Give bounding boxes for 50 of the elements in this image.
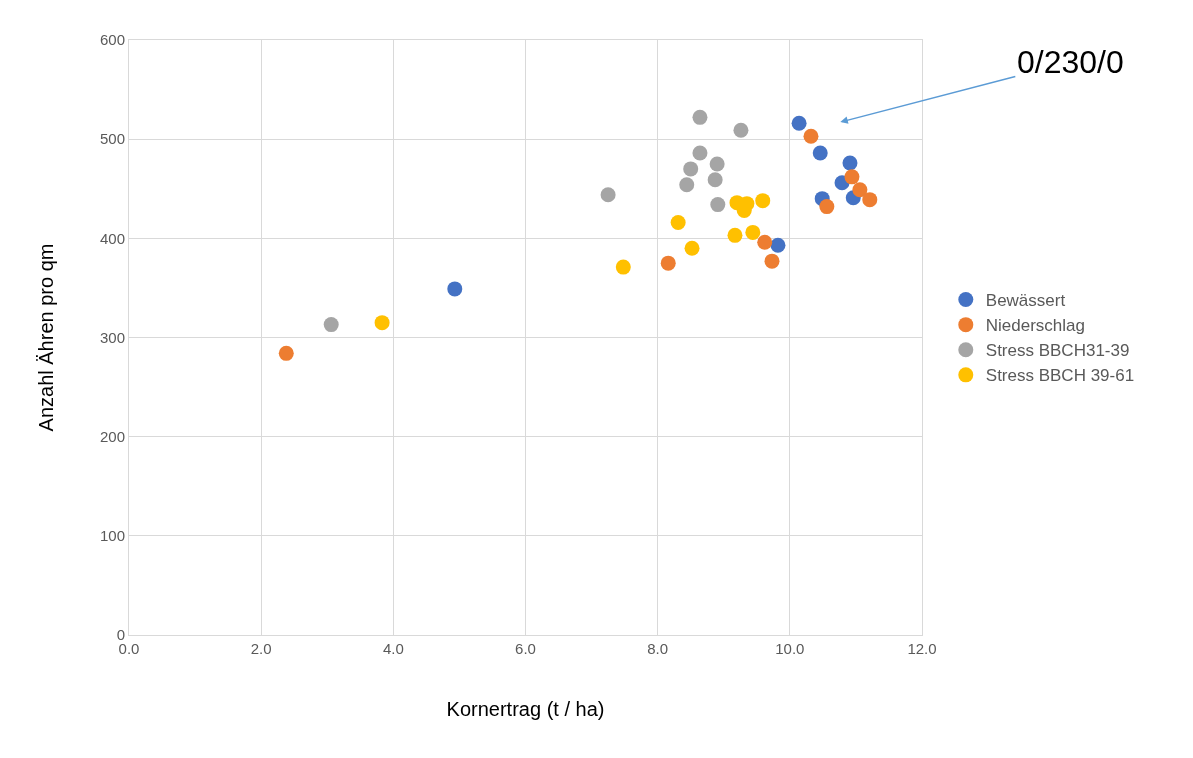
point: [323, 317, 339, 333]
legend-label: Bewässert: [985, 291, 1066, 311]
point: [733, 122, 749, 138]
y-axis-title: Anzahl Ähren pro qm: [35, 243, 58, 432]
point: [600, 187, 616, 203]
x-tick-label: 4.0: [382, 640, 404, 657]
y-tick-label: 400: [99, 229, 125, 247]
point: [278, 345, 294, 361]
point: [755, 193, 771, 209]
x-axis-title: Kornertrag (t / ha): [446, 697, 605, 720]
y-tick-label: 200: [99, 427, 125, 445]
point: [770, 237, 786, 253]
point: [447, 281, 463, 297]
x-tick-label: 2.0: [250, 640, 272, 657]
point: [660, 255, 676, 271]
point: [727, 227, 743, 243]
x-tick-label: 10.0: [775, 640, 805, 657]
point: [692, 109, 708, 125]
point: [710, 197, 726, 213]
y-tick-label: 100: [99, 527, 125, 545]
y-tick-label: 500: [99, 130, 125, 148]
y-tick-label: 300: [99, 328, 125, 346]
point: [615, 259, 631, 275]
point: [692, 145, 708, 161]
point: [745, 224, 761, 240]
point: [862, 192, 878, 208]
point: [684, 240, 700, 256]
point: [803, 128, 819, 144]
y-tick-label: 600: [99, 31, 125, 49]
point: [764, 253, 780, 269]
point: [709, 156, 725, 172]
point: [679, 177, 695, 193]
point: [844, 169, 860, 185]
x-tick-label: 8.0: [647, 640, 669, 657]
legend-label: Stress BBCH 39-61: [985, 366, 1135, 386]
legend-label: Stress BBCH31-39: [985, 341, 1130, 361]
point: [707, 172, 723, 188]
legend-label: Niederschlag: [985, 316, 1086, 336]
x-tick-label: 12.0: [907, 640, 937, 657]
x-tick-label: 6.0: [515, 640, 536, 657]
point: [757, 234, 773, 250]
point: [842, 155, 858, 171]
point: [852, 182, 868, 198]
point: [374, 315, 390, 331]
point: [791, 115, 807, 131]
text: 0/230/0: [1017, 44, 1124, 80]
point: [819, 199, 835, 215]
point: [670, 214, 686, 230]
point: [683, 161, 699, 177]
point: [812, 145, 828, 161]
